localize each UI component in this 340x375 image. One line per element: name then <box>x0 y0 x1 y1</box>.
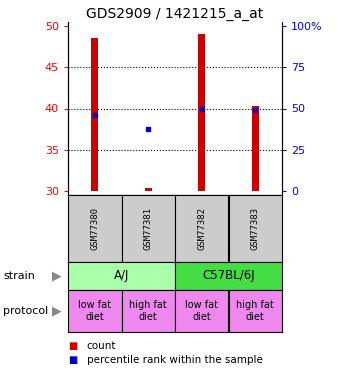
Text: GSM77381: GSM77381 <box>144 207 153 250</box>
Bar <box>145 188 152 191</box>
Text: ▶: ▶ <box>52 270 61 282</box>
Text: GSM77382: GSM77382 <box>197 207 206 250</box>
Title: GDS2909 / 1421215_a_at: GDS2909 / 1421215_a_at <box>86 7 264 21</box>
Text: low fat
diet: low fat diet <box>185 300 218 322</box>
Text: protocol: protocol <box>3 306 49 316</box>
Text: high fat
diet: high fat diet <box>130 300 167 322</box>
Text: percentile rank within the sample: percentile rank within the sample <box>87 355 262 365</box>
Text: GSM77380: GSM77380 <box>90 207 99 250</box>
Text: GSM77383: GSM77383 <box>251 207 260 250</box>
Text: C57BL/6J: C57BL/6J <box>202 270 255 282</box>
Bar <box>91 39 98 191</box>
Text: ■: ■ <box>68 355 77 365</box>
Text: ■: ■ <box>68 341 77 351</box>
Text: ▶: ▶ <box>52 304 61 318</box>
Text: strain: strain <box>3 271 35 281</box>
Text: high fat
diet: high fat diet <box>236 300 274 322</box>
Text: count: count <box>87 341 116 351</box>
Bar <box>252 106 259 191</box>
Bar <box>198 34 205 191</box>
Text: A/J: A/J <box>114 270 129 282</box>
Text: low fat
diet: low fat diet <box>78 300 111 322</box>
